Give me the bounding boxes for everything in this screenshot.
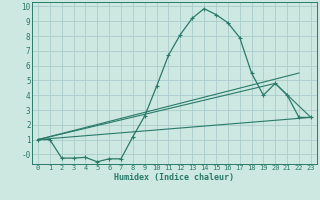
X-axis label: Humidex (Indice chaleur): Humidex (Indice chaleur) [115,173,234,182]
